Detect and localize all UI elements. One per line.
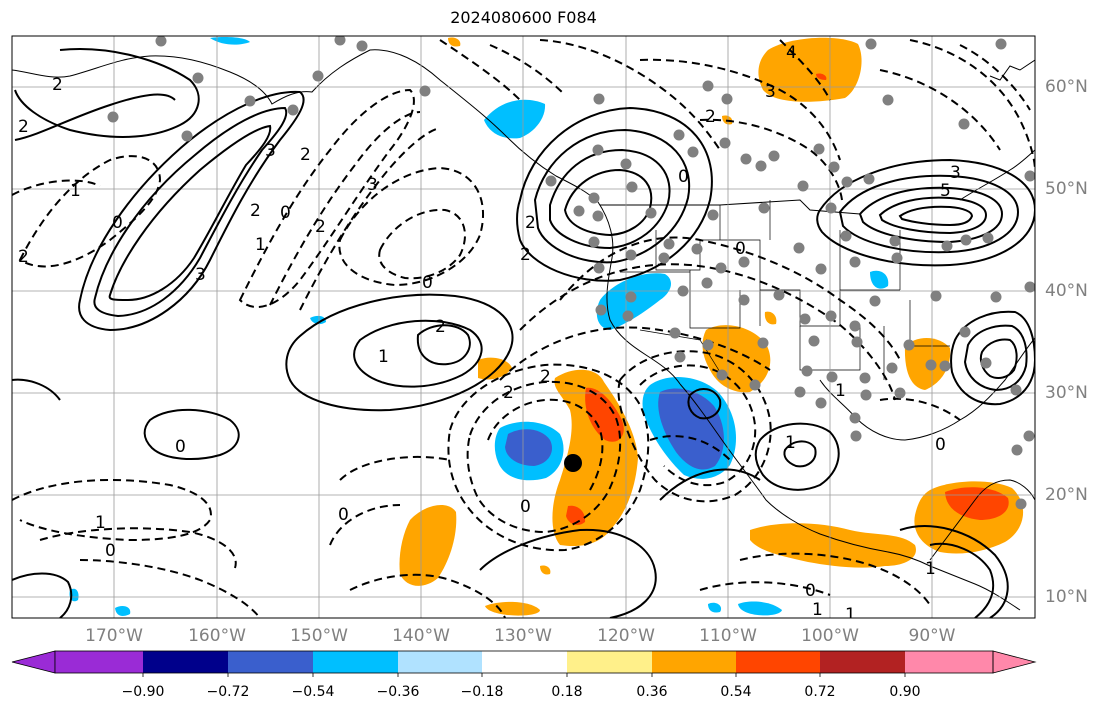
lon-label: 160°W [188, 626, 246, 646]
contour-label: 3 [265, 141, 276, 161]
contour-label: 0 [935, 435, 946, 455]
contour-label: 0 [678, 167, 689, 187]
colorbar-tick-label: −0.72 [206, 684, 250, 700]
contour-label: 1 [70, 181, 81, 201]
contour-label: 2 [540, 367, 551, 387]
lon-label: 90°W [908, 626, 956, 646]
colorbar-segment [820, 651, 905, 673]
contour-label: 1 [255, 235, 266, 255]
map-title: 2024080600 F084 [450, 8, 597, 27]
colorbar-tick-label: 0.54 [720, 684, 752, 700]
warm-anomaly-mexico-coast [750, 523, 916, 568]
dashed-contours [12, 39, 1035, 618]
contour-label: 0 [175, 437, 186, 457]
lon-label: 150°W [290, 626, 348, 646]
contour-label: 3 [367, 175, 378, 195]
colorbar-tick-label: 0.36 [636, 684, 668, 700]
contour-label: 1 [785, 433, 796, 453]
contour-label: 3 [765, 82, 776, 102]
colorbar-segment [905, 651, 993, 673]
contour-label: 1 [925, 559, 936, 579]
colorbar-segment [736, 651, 820, 673]
lon-label: 110°W [699, 626, 757, 646]
contour-label: 2 [435, 317, 446, 337]
contour-label: 1 [95, 513, 106, 533]
colorbar-segment [143, 651, 228, 673]
contour-label: 2 [18, 247, 29, 267]
contour-label: 2 [315, 217, 326, 237]
contour-label: 2 [525, 213, 536, 233]
contour-label: 0 [280, 203, 291, 223]
warm-anomaly-northeast [758, 37, 862, 102]
contour-label: 0 [422, 273, 433, 293]
lat-label: 50°N [1045, 179, 1088, 199]
contour-labels: 4 3 2 2 1 0 3 3 2 2 3 2 1 0 0 2 2 1 2 0 … [18, 43, 961, 625]
shaded-fields [69, 37, 1024, 616]
contour-label: 2 [503, 383, 514, 403]
contour-label: 0 [338, 505, 349, 525]
contour-label: 1 [812, 600, 823, 620]
colorbar-segment [567, 651, 652, 673]
contour-label: 2 [520, 245, 531, 265]
contour-label: 2 [52, 75, 63, 95]
lon-label: 170°W [85, 626, 143, 646]
cold-anomaly-alaska [484, 99, 546, 139]
colorbar [11, 650, 1037, 677]
contour-label: 2 [705, 107, 716, 127]
lon-label: 100°W [801, 626, 859, 646]
contour-label: 2 [18, 117, 29, 137]
lon-label: 130°W [494, 626, 552, 646]
station-dots [107, 36, 1035, 510]
contour-label: 0 [520, 497, 531, 517]
lat-label: 10°N [1045, 587, 1088, 607]
lat-label: 30°N [1045, 383, 1088, 403]
lat-label: 40°N [1045, 281, 1088, 301]
contour-label: 3 [950, 163, 961, 183]
colorbar-min-extension [11, 650, 56, 674]
contour-label: 0 [105, 541, 116, 561]
colorbar-segment [313, 651, 398, 673]
colorbar-max-extension [992, 650, 1037, 674]
contour-label: 2 [300, 145, 311, 165]
contour-label: 1 [835, 381, 846, 401]
colorbar-tick-label: −0.36 [376, 684, 420, 700]
contour-label: 4 [786, 43, 797, 63]
colorbar-tick-label: −0.18 [460, 684, 504, 700]
contour-label: 0 [112, 213, 123, 233]
colorbar-tick-label: 0.72 [804, 684, 836, 700]
lat-label: 60°N [1045, 77, 1088, 97]
colorbar-tick-label: −0.54 [291, 684, 335, 700]
colorbar-segment [482, 651, 567, 673]
contour-label: 0 [735, 239, 746, 259]
lon-label: 120°W [597, 626, 655, 646]
contour-label: 3 [195, 265, 206, 285]
colorbar-segment [228, 651, 313, 673]
colorbar-tick-label: 0.18 [551, 684, 583, 700]
contour-label: 0 [805, 581, 816, 601]
colorbar-segment [398, 651, 482, 673]
colorbar-segment [55, 651, 143, 673]
contour-label: 2 [250, 201, 261, 221]
contour-label: 1 [378, 347, 389, 367]
lat-label: 20°N [1045, 485, 1088, 505]
contour-label: 5 [940, 181, 951, 201]
colorbar-segment [652, 651, 736, 673]
colorbar-tick-label: 0.90 [889, 684, 921, 700]
lon-label: 140°W [392, 626, 450, 646]
colorbar-tick-label: −0.90 [121, 684, 165, 700]
storm-center-dot [564, 454, 582, 472]
contour-label: 1 [845, 605, 856, 625]
